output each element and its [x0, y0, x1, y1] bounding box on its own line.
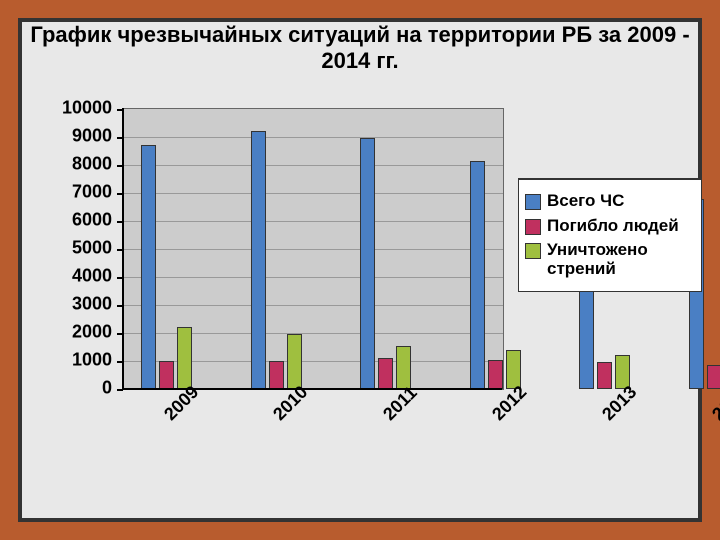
- y-tick-label: 1000: [72, 350, 112, 371]
- legend-swatch: [525, 219, 541, 235]
- y-tick-label: 4000: [72, 266, 112, 287]
- y-tick-label: 0: [102, 378, 112, 399]
- category-group: [470, 161, 521, 389]
- category-group: [360, 138, 411, 389]
- plot-area: [122, 108, 504, 390]
- slide-frame: График чрезвычайных ситуаций на территор…: [0, 0, 720, 540]
- bar: [360, 138, 375, 389]
- legend: Всего ЧС Погибло людей Уничтожено стрени…: [518, 178, 702, 292]
- y-tick-label: 5000: [72, 238, 112, 259]
- legend-swatch: [525, 194, 541, 210]
- bar: [159, 361, 174, 389]
- legend-swatch: [525, 243, 541, 259]
- category-group: [251, 131, 302, 389]
- legend-item: Погибло людей: [525, 217, 695, 236]
- bar: [707, 365, 720, 389]
- chart-container: 0100020003000400050006000700080009000100…: [48, 108, 668, 488]
- bar: [269, 361, 284, 389]
- category-group: [141, 145, 192, 389]
- y-tick-label: 10000: [62, 98, 112, 119]
- y-tick-label: 8000: [72, 154, 112, 175]
- x-labels: 200920102011201220132014: [122, 398, 502, 468]
- y-tick-label: 7000: [72, 182, 112, 203]
- bar: [396, 346, 411, 389]
- legend-label: Погибло людей: [547, 217, 679, 236]
- y-tick-label: 2000: [72, 322, 112, 343]
- legend-label: Всего ЧС: [547, 192, 624, 211]
- y-tick-label: 9000: [72, 126, 112, 147]
- bar: [177, 327, 192, 389]
- legend-label: Уничтожено стрений: [547, 241, 695, 278]
- legend-item: Всего ЧС: [525, 192, 695, 211]
- bar: [378, 358, 393, 389]
- y-axis: 0100020003000400050006000700080009000100…: [48, 108, 118, 388]
- bar: [470, 161, 485, 389]
- bar: [251, 131, 266, 389]
- chart-title: График чрезвычайных ситуаций на территор…: [18, 22, 702, 75]
- bar: [597, 362, 612, 389]
- legend-item: Уничтожено стрений: [525, 241, 695, 278]
- y-tick-label: 3000: [72, 294, 112, 315]
- bar: [488, 360, 503, 389]
- gridline: [123, 137, 503, 138]
- bar: [287, 334, 302, 389]
- bar: [141, 145, 156, 389]
- y-tick-label: 6000: [72, 210, 112, 231]
- y-axis-line: [122, 108, 124, 388]
